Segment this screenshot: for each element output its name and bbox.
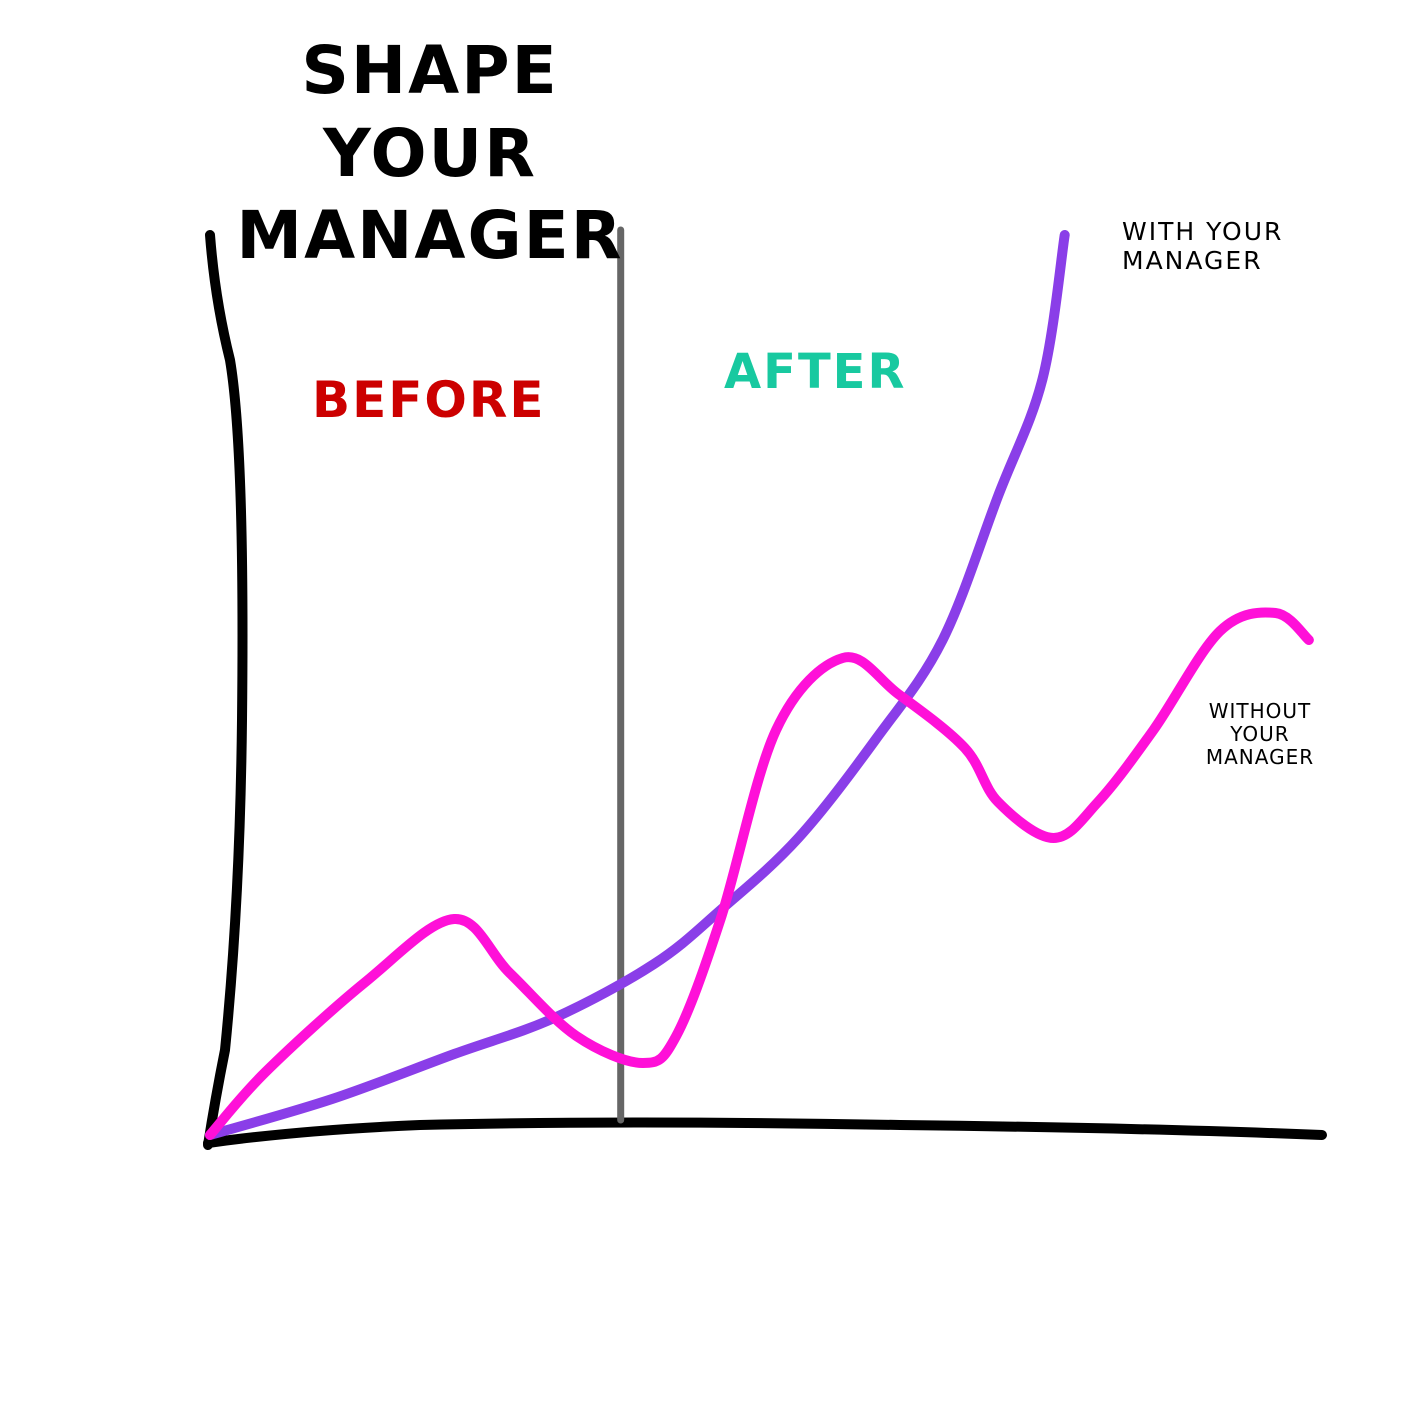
- series-line: [205, 607, 1314, 1140]
- y-axis: [203, 230, 248, 1150]
- x-axis: [203, 1117, 1327, 1148]
- series-label: WITH YOUR MANAGER: [1122, 217, 1284, 275]
- chart-title: SHAPE YOUR MANAGER: [236, 32, 624, 274]
- annotation: BEFORE: [312, 371, 546, 429]
- plot-area: [205, 226, 1314, 1140]
- series-line: [205, 230, 1070, 1140]
- series-label: WITHOUT YOUR MANAGER: [1205, 699, 1315, 769]
- annotation: AFTER: [724, 344, 907, 400]
